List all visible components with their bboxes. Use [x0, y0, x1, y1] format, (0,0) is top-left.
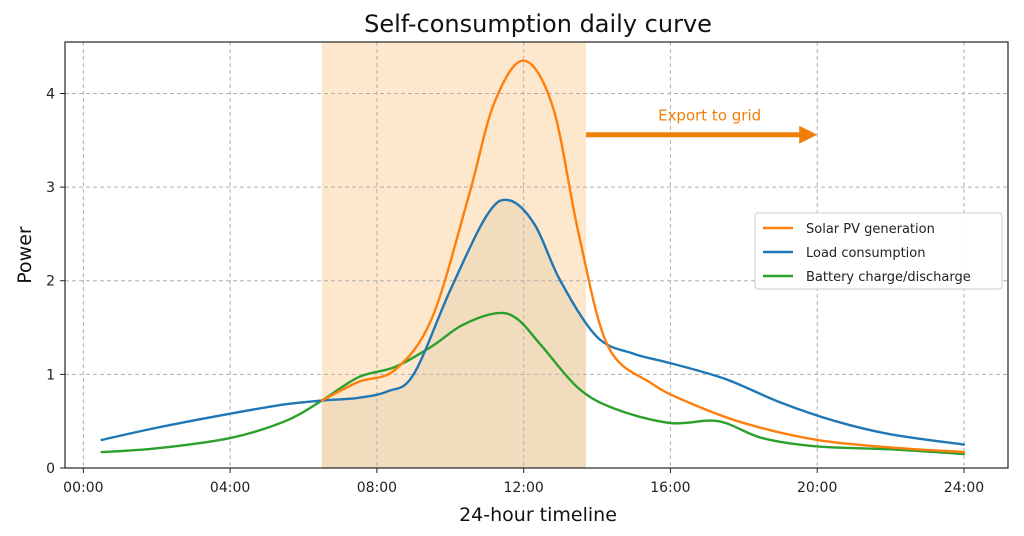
x-tick-label: 00:00 [63, 480, 103, 496]
load-fill-area [321, 199, 587, 468]
legend: Solar PV generation Load consumption Batte… [754, 212, 1003, 290]
export-annotation-text: Export to grid [658, 107, 761, 125]
x-tick-label: 16:00 [650, 480, 690, 496]
y-tick-label: 0 [46, 461, 55, 477]
series-line-solar-pv-generation [320, 59, 966, 454]
plot-frame [64, 41, 1009, 469]
x-tick-label: 08:00 [357, 480, 397, 496]
x-axis-title: 24-hour timeline [459, 504, 617, 526]
legend-label-battery-charge-discharge: Battery charge/discharge [806, 270, 971, 285]
x-tick-label: 12:00 [503, 480, 543, 496]
y-axis-title: Power [14, 226, 36, 284]
series-line-battery-charge-discharge [100, 311, 966, 456]
y-tick-label: 1 [46, 367, 55, 383]
x-tick-label: 20:00 [797, 480, 837, 496]
y-tick-label: 4 [46, 86, 55, 102]
export-arrow-head [799, 125, 818, 144]
legend-label-solar-pv-generation: Solar PV generation [806, 222, 935, 237]
chart-title: Self-consumption daily curve [364, 10, 712, 38]
series-layer [100, 59, 966, 468]
x-tick-label: 24:00 [944, 480, 984, 496]
series-line-load-consumption [100, 198, 966, 446]
legend-label-load-consumption: Load consumption [806, 246, 926, 261]
tick-layer: 00:00 04:00 08:00 12:00 16:00 20:00 24:00 0 1 2 3 4 [46, 86, 984, 496]
annotation-layer: Export to grid [586, 107, 818, 144]
y-tick-label: 2 [46, 274, 55, 290]
y-tick-label: 3 [46, 180, 55, 196]
legend-box [754, 212, 1003, 290]
x-tick-label: 04:00 [210, 480, 250, 496]
